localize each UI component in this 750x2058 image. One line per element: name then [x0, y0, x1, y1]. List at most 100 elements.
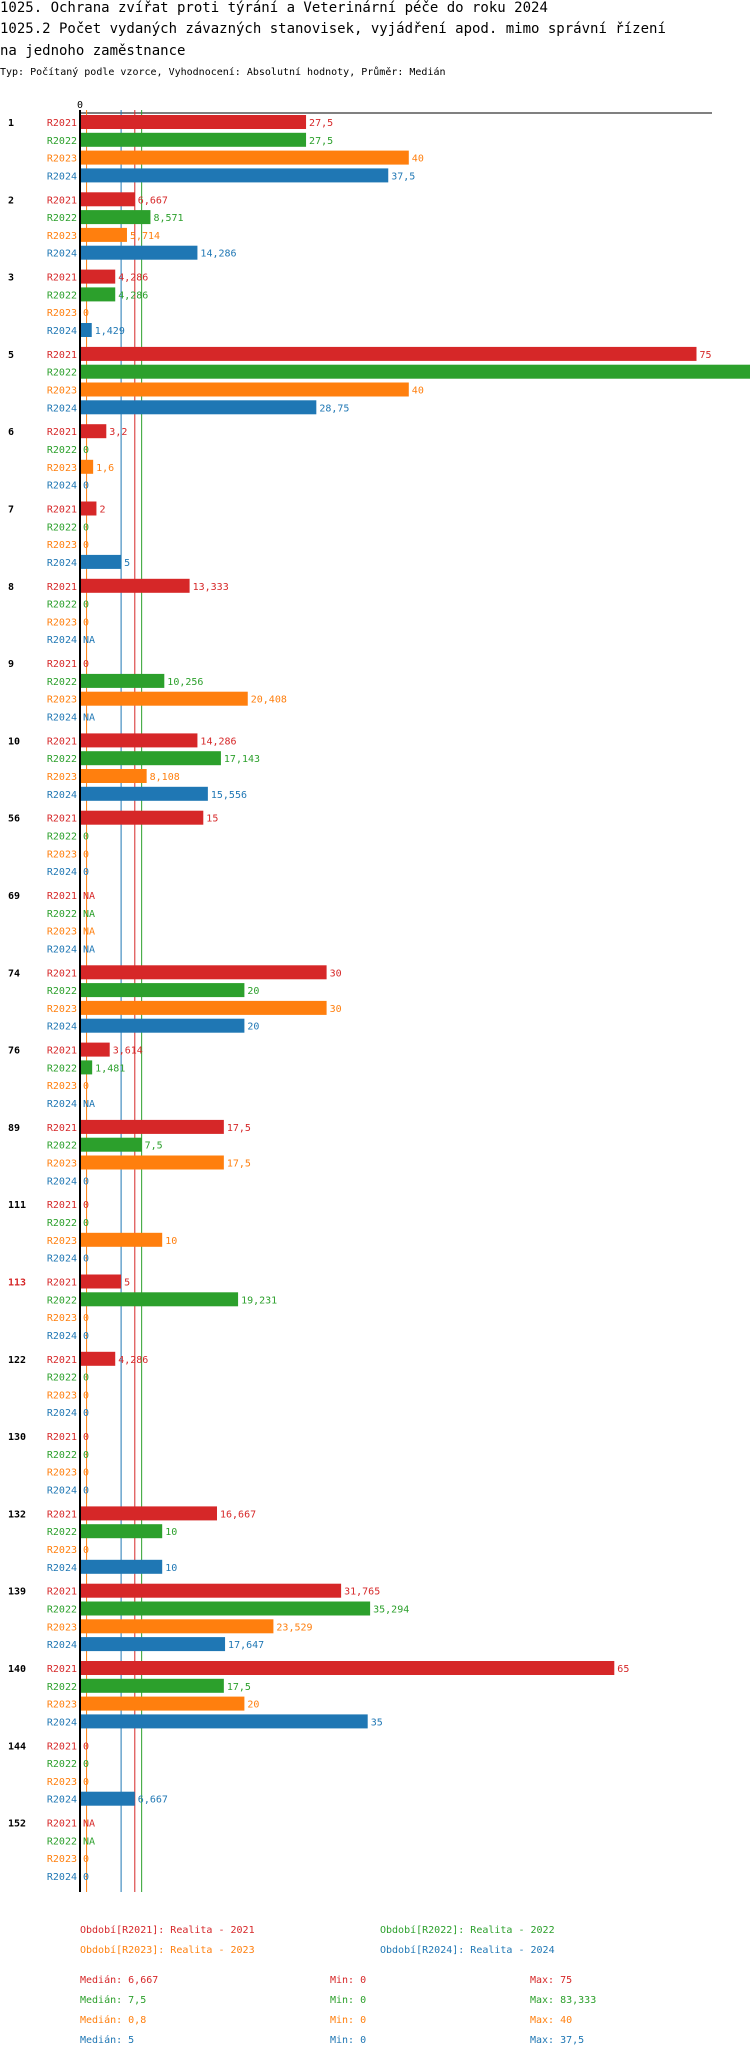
chart-title-line-3: na jednoho zaměstnance [0, 43, 186, 59]
bar-132-r2021 [80, 1506, 218, 1521]
value-label-89-r2021: 17,5 [227, 1123, 251, 1134]
category-label-2: 2 [8, 195, 14, 206]
series-label-130-r2021: R2021 [47, 1432, 77, 1443]
category-label-132: 132 [8, 1509, 26, 1520]
series-label-111-r2024: R2024 [47, 1254, 77, 1265]
stat-min-r2023: Min: 0 [330, 2015, 367, 2026]
series-label-9-r2024: R2024 [47, 713, 77, 724]
value-label-56-r2021: 15 [206, 814, 218, 825]
value-label-140-r2023: 20 [247, 1700, 259, 1711]
value-label-89-r2023: 17,5 [227, 1159, 251, 1170]
value-label-69-r2021: NA [83, 891, 95, 902]
stat-min-r2021: Min: 0 [330, 1975, 367, 1986]
value-label-140-r2022: 17,5 [227, 1682, 251, 1693]
category-label-122: 122 [8, 1355, 26, 1366]
value-label-113-r2024: 0 [83, 1331, 89, 1342]
value-label-1-r2023: 40 [412, 154, 424, 165]
series-label-8-r2024: R2024 [47, 635, 77, 646]
bar-10-r2022 [80, 751, 221, 766]
bar-111-r2023 [80, 1232, 163, 1247]
value-label-8-r2022: 0 [83, 600, 89, 611]
value-label-152-r2022: NA [83, 1836, 95, 1847]
series-label-5-r2024: R2024 [47, 403, 77, 414]
bar-74-r2024 [80, 1018, 245, 1033]
value-label-89-r2024: 0 [83, 1176, 89, 1187]
chart-subtitle: Typ: Počítaný podle vzorce, Vyhodnocení:… [0, 67, 446, 78]
series-label-139-r2023: R2023 [47, 1622, 77, 1633]
series-label-76-r2023: R2023 [47, 1081, 77, 1092]
bar-2-r2022 [80, 210, 151, 225]
bar-140-r2022 [80, 1678, 224, 1693]
series-label-89-r2023: R2023 [47, 1159, 77, 1170]
series-label-139-r2024: R2024 [47, 1640, 77, 1651]
category-label-130: 130 [8, 1432, 26, 1443]
series-label-139-r2022: R2022 [47, 1605, 77, 1616]
series-label-89-r2022: R2022 [47, 1141, 77, 1152]
series-label-130-r2024: R2024 [47, 1486, 77, 1497]
series-label-10-r2022: R2022 [47, 754, 77, 765]
bar-3-r2022 [80, 287, 116, 302]
series-label-74-r2023: R2023 [47, 1004, 77, 1015]
bar-10-r2024 [80, 786, 208, 801]
value-label-76-r2024: NA [83, 1099, 95, 1110]
series-label-69-r2022: R2022 [47, 909, 77, 920]
series-label-76-r2021: R2021 [47, 1046, 77, 1057]
value-label-10-r2022: 17,143 [224, 754, 260, 765]
series-label-2-r2023: R2023 [47, 231, 77, 242]
value-label-1-r2022: 27,5 [309, 136, 333, 147]
value-label-8-r2021: 13,333 [193, 582, 229, 593]
value-label-6-r2024: 0 [83, 481, 89, 492]
value-label-139-r2023: 23,529 [276, 1622, 312, 1633]
series-label-122-r2024: R2024 [47, 1408, 77, 1419]
value-label-3-r2022: 4,286 [118, 290, 148, 301]
value-label-76-r2021: 3,614 [113, 1046, 143, 1057]
value-label-69-r2023: NA [83, 927, 95, 938]
series-label-10-r2021: R2021 [47, 736, 77, 747]
bar-9-r2022 [80, 673, 165, 688]
stat-median-r2024: Medián: 5 [80, 2035, 135, 2046]
value-label-2-r2023: 5,714 [130, 231, 160, 242]
series-label-1-r2024: R2024 [47, 171, 77, 182]
value-label-113-r2022: 19,231 [241, 1295, 277, 1306]
bar-76-r2021 [80, 1042, 110, 1057]
series-label-113-r2024: R2024 [47, 1331, 77, 1342]
series-label-144-r2024: R2024 [47, 1795, 77, 1806]
bar-8-r2021 [80, 578, 190, 593]
value-label-69-r2022: NA [83, 909, 95, 920]
value-label-111-r2021: 0 [83, 1200, 89, 1211]
series-label-144-r2022: R2022 [47, 1759, 77, 1770]
value-label-1-r2021: 27,5 [309, 118, 333, 129]
value-label-144-r2024: 6,667 [138, 1795, 168, 1806]
value-label-74-r2021: 30 [330, 968, 342, 979]
stat-max-r2023: Max: 40 [530, 2015, 573, 2026]
value-label-76-r2022: 1,481 [95, 1063, 125, 1074]
bar-6-r2021 [80, 424, 107, 439]
stat-median-r2022: Medián: 7,5 [80, 1995, 147, 2006]
legend-item-r2024: Období[R2024]: Realita - 2024 [380, 1945, 555, 1956]
series-label-152-r2024: R2024 [47, 1872, 77, 1883]
bar-140-r2023 [80, 1696, 245, 1711]
stat-median-r2023: Medián: 0,8 [80, 2015, 147, 2026]
series-label-89-r2021: R2021 [47, 1123, 77, 1134]
bar-5-r2023 [80, 382, 409, 397]
value-label-7-r2022: 0 [83, 522, 89, 533]
value-label-6-r2021: 3,2 [109, 427, 127, 438]
series-label-2-r2021: R2021 [47, 195, 77, 206]
value-label-113-r2023: 0 [83, 1313, 89, 1324]
value-label-2-r2022: 8,571 [153, 213, 183, 224]
value-label-74-r2023: 30 [330, 1004, 342, 1015]
series-label-111-r2022: R2022 [47, 1218, 77, 1229]
stat-min-r2024: Min: 0 [330, 2035, 367, 2046]
bar-2-r2023 [80, 227, 127, 242]
series-label-7-r2021: R2021 [47, 505, 77, 516]
series-label-74-r2022: R2022 [47, 986, 77, 997]
bar-10-r2023 [80, 769, 147, 783]
bar-1-r2024 [80, 168, 389, 183]
bar-1-r2022 [80, 132, 307, 147]
bar-2-r2024 [80, 245, 198, 260]
value-label-152-r2023: 0 [83, 1854, 89, 1865]
series-label-5-r2022: R2022 [47, 368, 77, 379]
category-label-74: 74 [8, 968, 20, 979]
value-label-140-r2021: 65 [617, 1664, 629, 1675]
